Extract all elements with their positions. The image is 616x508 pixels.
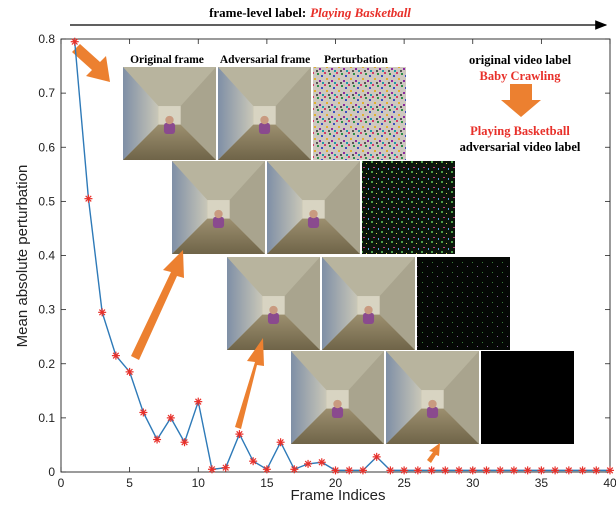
- y-tick-label: 0.2: [38, 357, 55, 371]
- adversarial-frame-thumb: [267, 161, 360, 254]
- y-tick-label: 0.6: [38, 140, 55, 154]
- y-tick-label: 0.4: [38, 249, 55, 263]
- data-point: [496, 466, 505, 475]
- x-tick-label: 15: [260, 476, 274, 490]
- adversarial-frame-thumb: [386, 351, 479, 444]
- header-label: Playing Basketball: [310, 5, 411, 20]
- data-point: [413, 466, 422, 475]
- data-point: [455, 466, 464, 475]
- data-point: [606, 466, 614, 475]
- perturbation-thumb: [417, 257, 510, 350]
- data-point: [207, 465, 216, 474]
- data-point: [139, 408, 148, 417]
- x-tick-label: 40: [603, 476, 616, 490]
- data-point: [125, 367, 134, 376]
- original-frame-thumb: [227, 257, 320, 350]
- y-tick-label: 0.5: [38, 194, 55, 208]
- data-point: [482, 466, 491, 475]
- header-prefix: frame-level label:: [209, 5, 306, 20]
- data-point: [427, 466, 436, 475]
- data-point: [386, 466, 395, 475]
- adversarial-video-label-value: Playing Basketball: [470, 124, 570, 138]
- data-point: [221, 463, 230, 472]
- data-point: [98, 308, 107, 317]
- perturbation-thumb: [481, 351, 574, 444]
- data-point: [468, 466, 477, 475]
- data-point: [509, 466, 518, 475]
- callout-arrow-3: [235, 338, 264, 429]
- original-frame-thumb: [123, 67, 216, 160]
- data-point: [523, 466, 532, 475]
- label-change-arrow: [501, 84, 541, 117]
- inset-headers: Original frame Adversarial frame Perturb…: [130, 54, 388, 66]
- callout-arrows: [72, 44, 541, 463]
- data-point: [70, 37, 79, 46]
- data-point: [331, 466, 340, 475]
- adversarial-video-label-caption: adversarial video label: [460, 140, 581, 154]
- x-tick-label: 20: [329, 476, 343, 490]
- video-label-annotation: original video label Baby Crawling Playi…: [460, 53, 581, 154]
- original-video-label-caption: original video label: [469, 53, 572, 67]
- header-text: frame-level label: Playing Basketball: [209, 5, 411, 20]
- perturbation-thumb: [362, 161, 455, 254]
- data-point: [564, 466, 573, 475]
- y-tick-label: 0.3: [38, 303, 55, 317]
- data-point: [194, 397, 203, 406]
- callout-arrow-2: [131, 250, 184, 360]
- data-point: [537, 466, 546, 475]
- data-point: [84, 194, 93, 203]
- inset-header-adversarial: Adversarial frame: [220, 54, 310, 66]
- data-point: [358, 466, 367, 475]
- original-frame-thumb: [291, 351, 384, 444]
- frame-thumbnails: [123, 67, 574, 444]
- y-tick-label: 0: [48, 465, 55, 479]
- y-axis-title: Mean absolute perturbation: [14, 165, 31, 348]
- data-point: [551, 466, 560, 475]
- x-tick-label: 10: [192, 476, 206, 490]
- data-point: [578, 466, 587, 475]
- data-point: [276, 438, 285, 447]
- callout-arrow-4: [427, 443, 440, 463]
- series-line: [74, 41, 610, 472]
- data-point: [400, 466, 409, 475]
- y-tick-label: 0.1: [38, 411, 55, 425]
- data-point: [262, 465, 271, 474]
- top-header: frame-level label: Playing Basketball: [70, 5, 608, 30]
- inset-header-perturbation: Perturbation: [324, 54, 388, 66]
- data-point: [317, 458, 326, 467]
- data-series: [70, 37, 614, 475]
- y-tick-label: 0.7: [38, 86, 55, 100]
- data-point: [304, 459, 313, 468]
- x-tick-label: 5: [126, 476, 133, 490]
- data-point: [592, 466, 601, 475]
- adversarial-frame-thumb: [322, 257, 415, 350]
- data-point: [111, 351, 120, 360]
- data-point: [235, 430, 244, 439]
- data-point: [345, 466, 354, 475]
- x-tick-label: 0: [58, 476, 65, 490]
- inset-header-original: Original frame: [130, 54, 204, 66]
- y-tick-label: 0.8: [38, 32, 55, 46]
- data-point: [166, 413, 175, 422]
- data-point: [249, 457, 258, 466]
- data-point: [372, 452, 381, 461]
- original-video-label-value: Baby Crawling: [480, 69, 562, 83]
- data-point: [290, 465, 299, 474]
- axis-ticks: 0 5 10 15 20 25 30 35 40 0 0.1 0.2 0.3 0.4 0.5 0.6 0.7 0.…: [38, 32, 616, 490]
- data-point: [153, 435, 162, 444]
- original-frame-thumb: [172, 161, 265, 254]
- x-tick-label: 25: [397, 476, 411, 490]
- adversarial-frame-thumb: [218, 67, 311, 160]
- data-point: [180, 438, 189, 447]
- perturbation-thumb: [313, 67, 406, 160]
- callout-arrow-1: [72, 44, 110, 82]
- data-point: [441, 466, 450, 475]
- x-tick-label: 30: [466, 476, 480, 490]
- x-tick-label: 35: [535, 476, 549, 490]
- x-axis-title: Frame Indices: [290, 487, 385, 504]
